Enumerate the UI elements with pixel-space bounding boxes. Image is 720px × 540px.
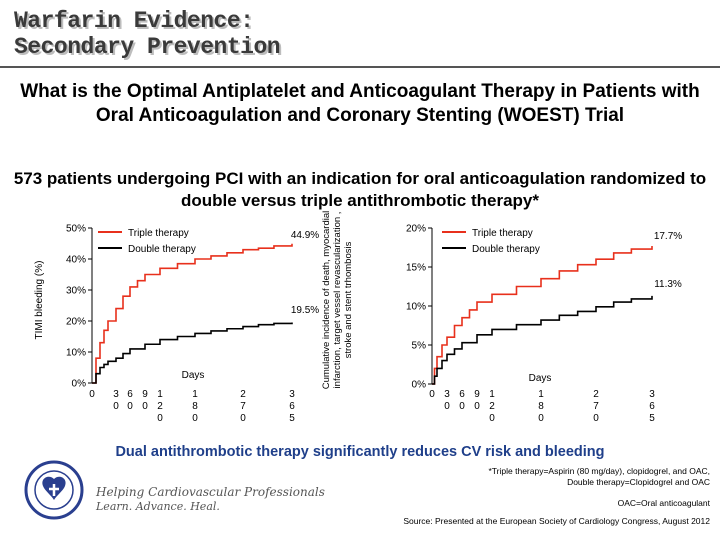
x-axis-label: Days [182,370,205,381]
title-divider [0,66,720,68]
source-citation: Source: Presented at the European Societ… [403,516,710,526]
y-tick-label: 10% [66,348,86,359]
value-annotation: 19.5% [291,305,319,316]
x-tick-label: 0 [429,389,435,400]
study-description: 573 patients undergoing PCI with an indi… [13,169,707,210]
legend-label: Triple therapy [128,228,189,239]
y-tick-label: 5% [412,341,427,352]
value-annotation: 11.3% [654,279,682,290]
y-tick-label: 15% [406,263,426,274]
org-tagline-line-1: Helping Cardiovascular Professionals [96,485,325,499]
y-tick-label: 10% [406,302,426,313]
title-line-1: Warfarin Evidence: [14,8,254,34]
y-axis-label: Cumulative incidence of death, myocardia… [321,211,354,389]
series-line-double-therapy [92,322,293,384]
y-axis-label: TIMI bleeding (%) [34,261,45,340]
value-annotation: 44.9% [291,230,319,241]
series-line-double-therapy [432,295,653,385]
series-line-triple-therapy [92,243,293,384]
series-line-triple-therapy [432,245,653,385]
conclusion-text: Dual antithrombotic therapy significantl… [115,444,605,460]
legend-label: Triple therapy [472,228,533,239]
y-tick-label: 20% [406,224,426,235]
title-line-2: Secondary Prevention [14,34,281,60]
acc-seal-logo [24,460,84,520]
legend-label: Double therapy [472,244,540,255]
oac-footnote: OAC=Oral anticoagulant [617,498,710,508]
slide-title: Warfarin Evidence: Secondary Prevention [14,8,281,60]
org-tagline-line-2: Learn. Advance. Heal. [96,500,220,513]
x-tick-label: 0 [89,389,95,400]
trial-subtitle: What is the Optimal Antiplatelet and Ant… [20,81,700,126]
charts-area: 0% 10% 20% 30% 40% 50% 0 3 0 6 0 9 0 1 2 0 1 8 0 2 7 0 3 6 5 TIMI… [34,211,682,424]
x-axis-label: Days [529,373,552,384]
y-tick-label: 50% [66,224,86,235]
y-tick-label: 0% [412,380,427,391]
y-tick-label: 40% [66,255,86,266]
value-annotation: 17.7% [654,231,682,242]
org-tagline: Helping Cardiovascular Professionals Lea… [96,485,325,514]
y-tick-label: 20% [66,317,86,328]
y-tick-label: 0% [72,379,87,390]
therapy-footnote: *Triple therapy=Aspirin (80 mg/day), clo… [488,466,711,487]
y-tick-label: 30% [66,286,86,297]
legend-label: Double therapy [128,244,196,255]
